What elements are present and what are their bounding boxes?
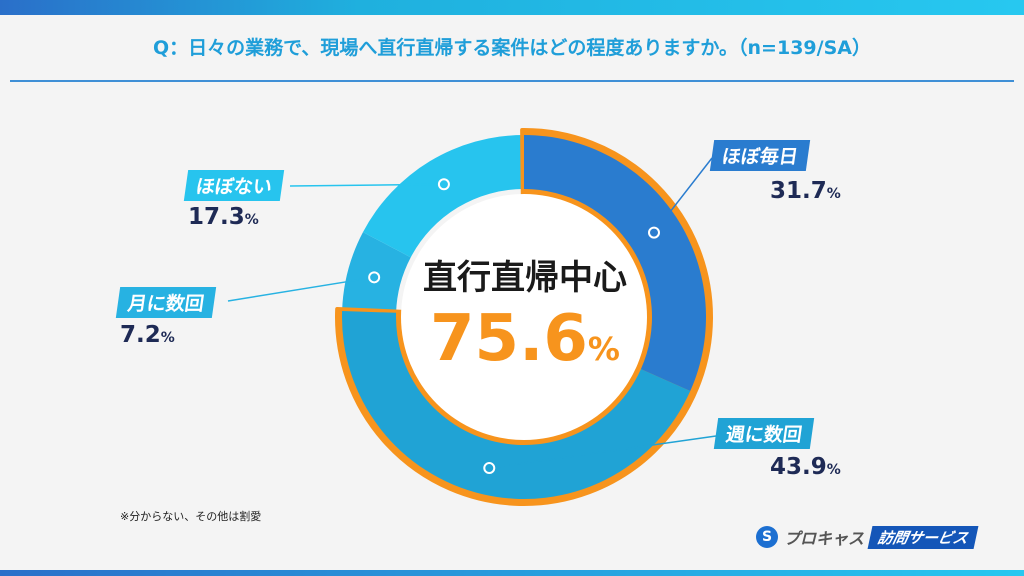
value-label-0: 31.7% [770,178,841,204]
leader-line-0 [653,157,713,234]
footnote: ※分からない、その他は割愛 [120,510,262,523]
label-category-2: 月に数回 [115,287,217,318]
donut-slice-0 [524,135,706,392]
label-category-3: ほぼない [183,170,285,201]
leader-line-3 [289,183,444,187]
value-label-1: 43.9% [770,454,841,480]
brand-logo: S プロキャス 訪問サービス [756,525,979,549]
label-category-1: 週に数回 [713,418,815,449]
value-label-3: 17.3% [188,204,259,230]
leader-dot-1 [483,462,496,475]
value-label-2: 7.2% [120,322,175,348]
question-title: Q：日々の業務で、現場へ直行直帰する案件はどの程度ありますか。（n=139/SA… [153,37,871,59]
leader-dot-2 [368,271,381,284]
logo-service: 訪問サービス [867,525,979,549]
donut-slice-3 [362,135,524,258]
bottom-bar [0,570,1024,576]
leader-line-2 [227,276,375,302]
logo-icon: S [756,526,778,548]
leader-dot-0 [647,226,660,239]
logo-name: プロキャス [784,529,865,548]
highlight-label: 直行直帰中心 [423,258,627,298]
top-bar [0,0,1024,15]
leader-dot-3 [437,178,450,191]
donut-center [401,194,647,440]
leader-line-1 [489,435,717,469]
title-divider [10,80,1014,82]
label-category-0: ほぼ毎日 [709,140,811,171]
highlight-value: 75.6% [430,302,620,376]
